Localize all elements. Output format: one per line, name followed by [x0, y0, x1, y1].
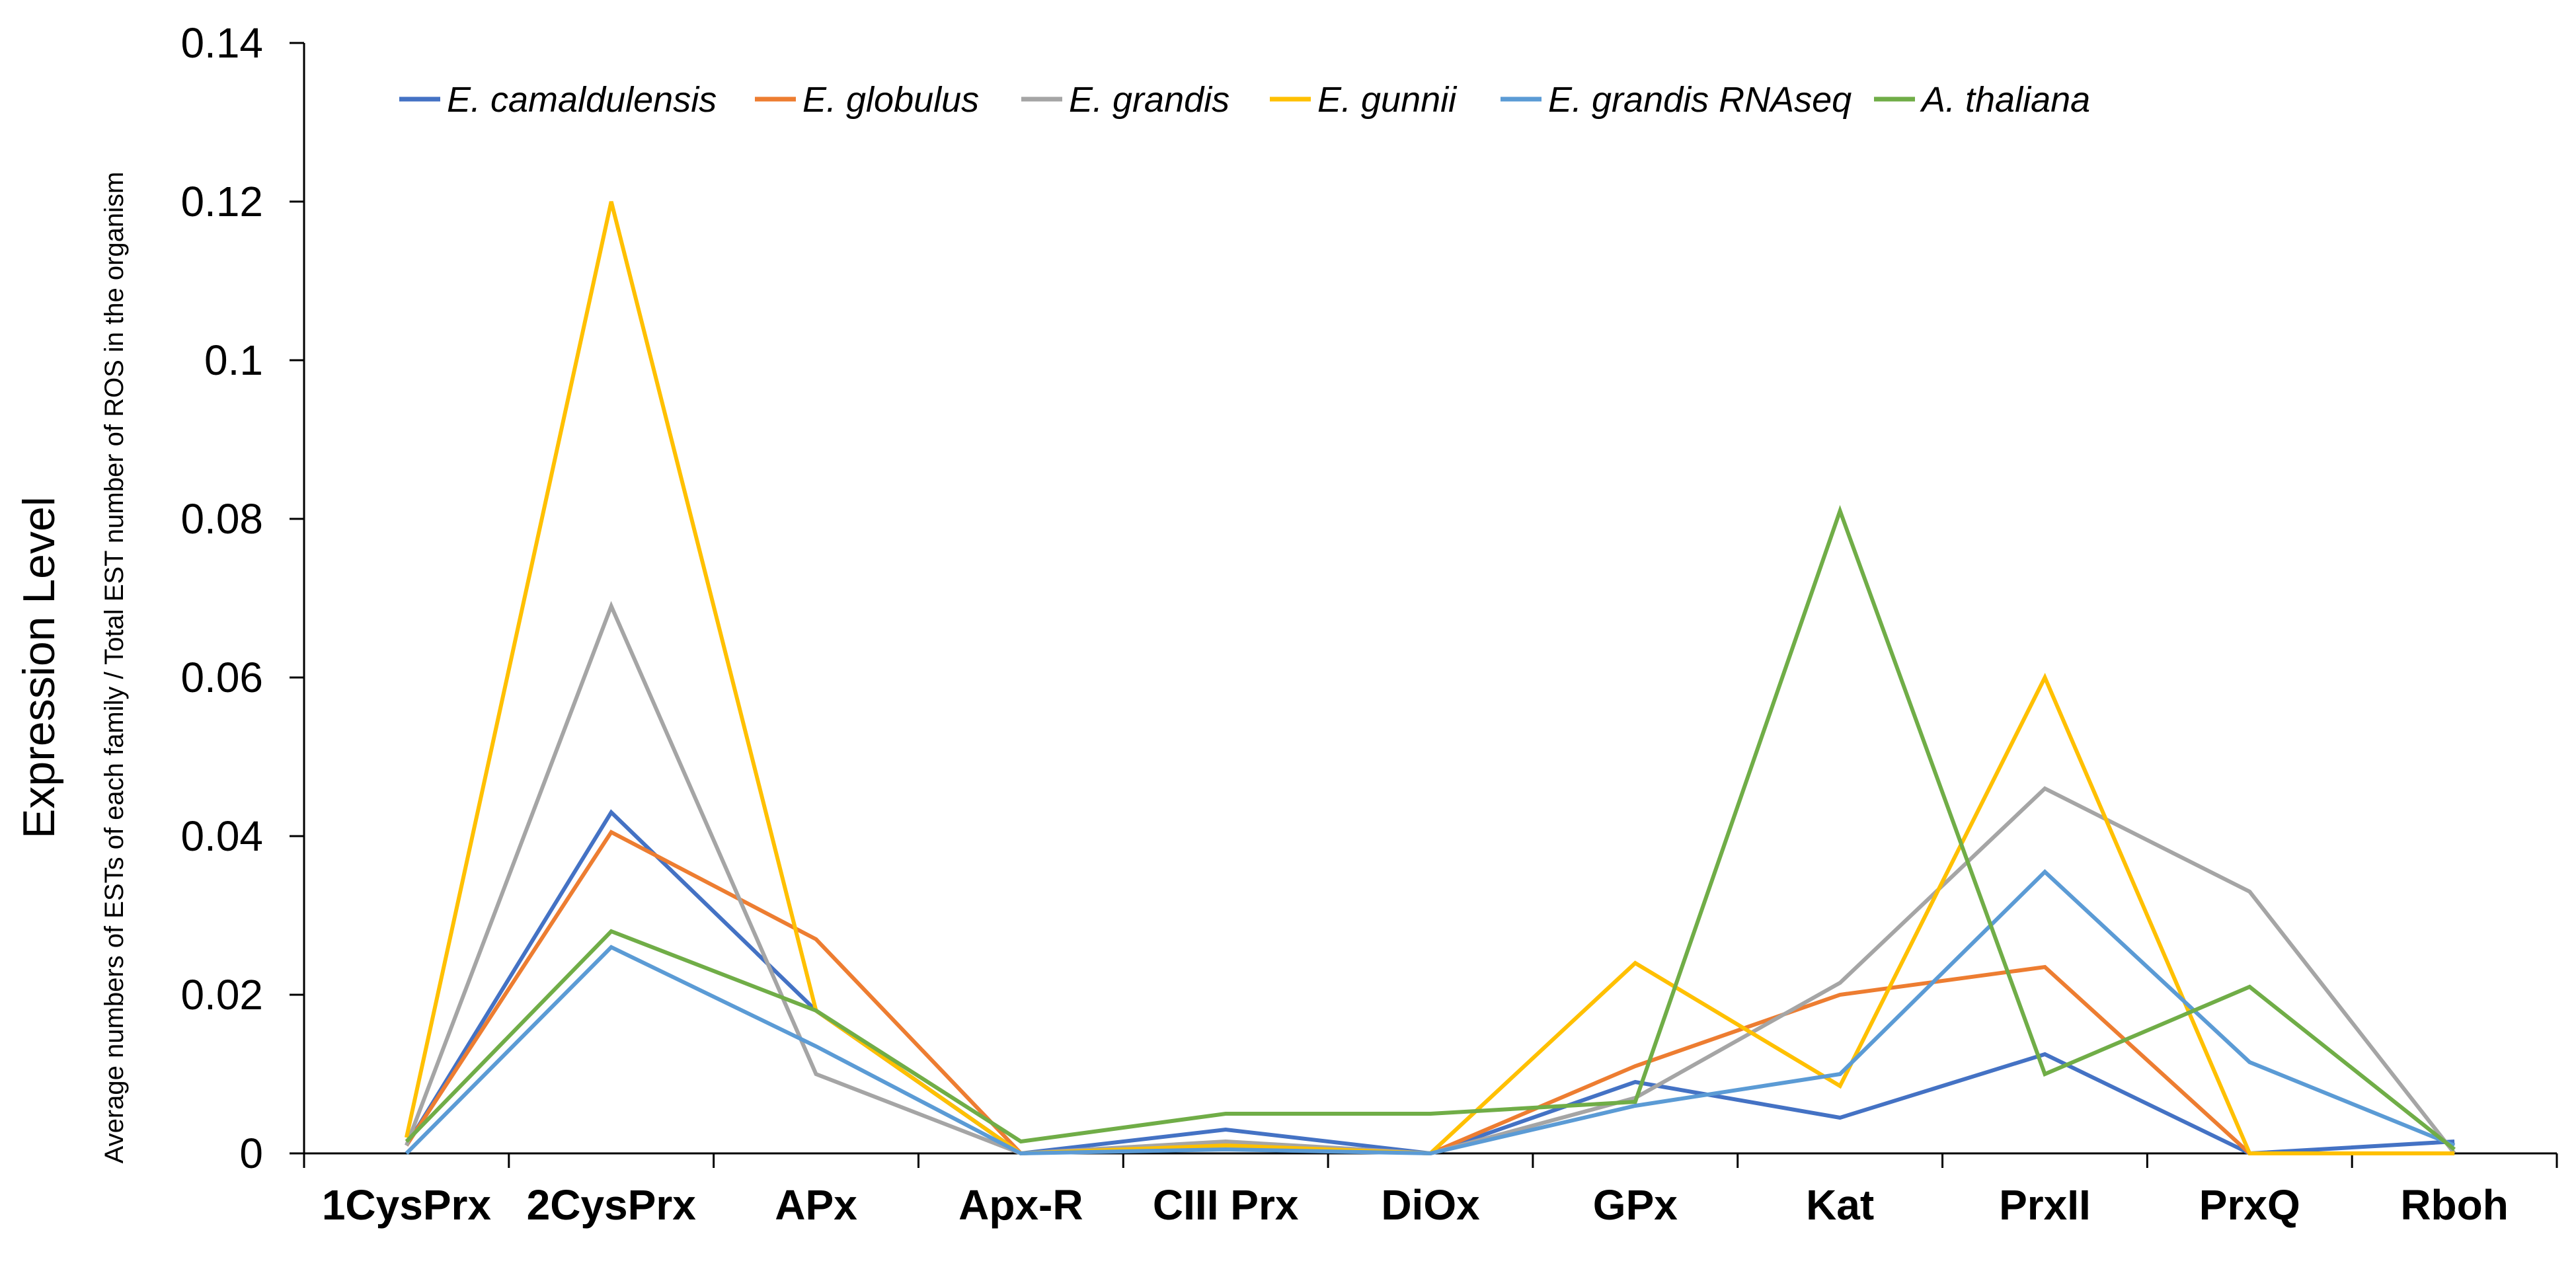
x-tick-label: PrxQ: [2199, 1181, 2300, 1229]
series-line-e-camaldulensis: [405, 809, 2455, 1156]
y-tick-label: 0.14: [180, 19, 263, 67]
legend-label-e-camaldulensis: E. camaldulensis: [447, 80, 717, 120]
y-axis-label-group: Expression Level Average numbers of ESTs…: [14, 172, 129, 1164]
y-axis-label: Expression Level: [14, 496, 64, 839]
series-line-e-gunnii: [404, 201, 2455, 1156]
legend: E. camaldulensis E. globulus E. grandis E. …: [399, 80, 2090, 120]
y-tick-label: 0: [239, 1130, 263, 1177]
legend-label-e-grandis: E. grandis: [1069, 80, 1229, 120]
y-axis: 0 0.02 0.04 0.06 0.08 0.1 0.12 0.14: [180, 19, 305, 1177]
y-tick-label: 0.04: [180, 812, 263, 860]
x-tick-label: Kat: [1806, 1181, 1874, 1229]
legend-label-e-grandis-rnaseq: E. grandis RNAseq: [1548, 80, 1852, 120]
legend-label-e-gunnii: E. gunnii: [1317, 80, 1458, 120]
y-tick-label: 0.1: [204, 336, 263, 384]
x-axis: 1CysPrx 2CysPrx APx Apx-R CIII Prx DiOx GPx Kat…: [303, 1152, 2558, 1229]
x-tick-label: GPx: [1593, 1181, 1678, 1229]
x-tick-label: Apx-R: [958, 1181, 1083, 1229]
y-tick-label: 0.12: [180, 178, 263, 225]
y-tick-label: 0.08: [180, 495, 263, 543]
series-lines: [404, 201, 2456, 1156]
series-line-e-grandis-rnaseq: [405, 869, 2456, 1156]
series-line-a-thaliana: [405, 505, 2456, 1151]
y-axis-secondary-label: Average numbers of ESTs of each family /…: [100, 172, 129, 1164]
y-tick-label: 0.06: [180, 654, 263, 701]
legend-label-a-thaliana: A. thaliana: [1920, 80, 2090, 120]
series-line-e-grandis: [405, 601, 2456, 1156]
x-tick-label: 2CysPrx: [527, 1181, 697, 1229]
y-tick-label: 0.02: [180, 971, 263, 1019]
x-tick-label: 1CysPrx: [322, 1181, 492, 1229]
x-tick-label: CIII Prx: [1153, 1181, 1299, 1229]
legend-label-e-globulus: E. globulus: [802, 80, 979, 120]
x-tick-label: DiOx: [1381, 1181, 1480, 1229]
x-tick-label: Rboh: [2400, 1181, 2509, 1229]
x-tick-label: PrxII: [1999, 1181, 2091, 1229]
x-tick-label: APx: [775, 1181, 857, 1229]
